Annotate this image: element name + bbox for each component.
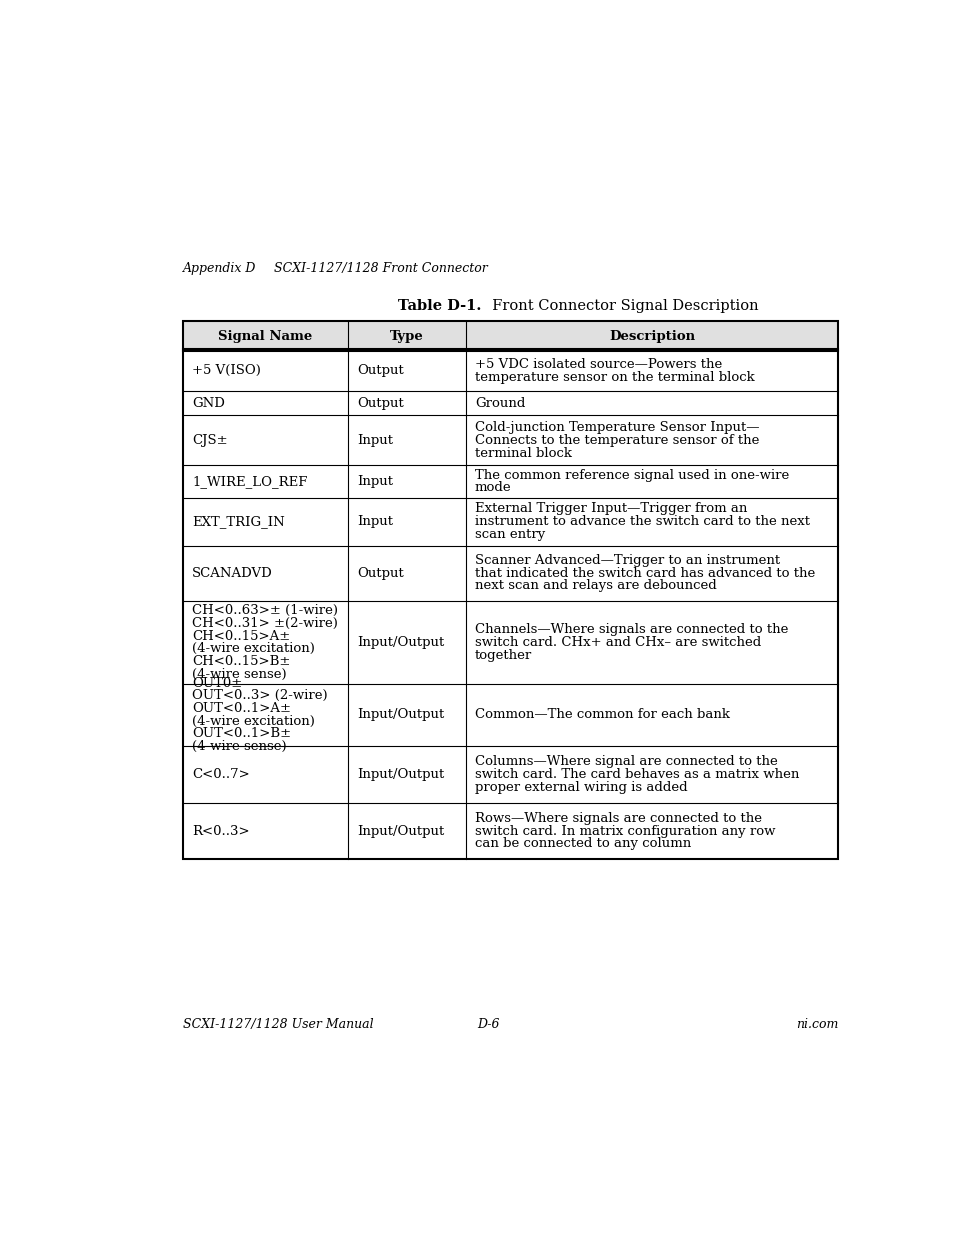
Text: Input/Output: Input/Output <box>356 768 444 781</box>
Text: terminal block: terminal block <box>475 447 572 459</box>
Text: SCXI-1127/1128 User Manual: SCXI-1127/1128 User Manual <box>183 1019 373 1031</box>
Text: (4-wire excitation): (4-wire excitation) <box>192 642 314 656</box>
Text: Output: Output <box>356 364 403 377</box>
Text: temperature sensor on the terminal block: temperature sensor on the terminal block <box>475 370 754 384</box>
Text: mode: mode <box>475 482 511 494</box>
Text: 1_WIRE_LO_REF: 1_WIRE_LO_REF <box>192 475 307 488</box>
Text: (4-wire sense): (4-wire sense) <box>192 668 287 680</box>
Text: together: together <box>475 648 532 662</box>
Text: Table D-1.: Table D-1. <box>397 299 480 314</box>
Text: Rows—Where signals are connected to the: Rows—Where signals are connected to the <box>475 811 761 825</box>
Text: ni.com: ni.com <box>795 1019 838 1031</box>
Text: R<0..3>: R<0..3> <box>192 825 250 837</box>
Text: OUT<0..1>B±: OUT<0..1>B± <box>192 727 291 741</box>
Text: CH<0..15>B±: CH<0..15>B± <box>192 655 290 668</box>
Text: proper external wiring is added: proper external wiring is added <box>475 781 687 794</box>
Text: Input: Input <box>356 475 393 488</box>
Text: Signal Name: Signal Name <box>218 330 313 342</box>
Text: D-6: D-6 <box>477 1019 499 1031</box>
Text: GND: GND <box>192 396 225 410</box>
Text: Description: Description <box>608 330 695 342</box>
Text: Scanner Advanced—Trigger to an instrument: Scanner Advanced—Trigger to an instrumen… <box>475 555 780 567</box>
Text: +5 VDC isolated source—Powers the: +5 VDC isolated source—Powers the <box>475 358 721 370</box>
Bar <box>183 321 838 858</box>
Text: OUT0±: OUT0± <box>192 677 242 689</box>
Text: OUT<0..3> (2-wire): OUT<0..3> (2-wire) <box>192 689 328 703</box>
Text: Input: Input <box>356 433 393 447</box>
Text: that indicated the switch card has advanced to the: that indicated the switch card has advan… <box>475 567 815 579</box>
Text: switch card. CHx+ and CHx– are switched: switch card. CHx+ and CHx– are switched <box>475 636 760 650</box>
Text: scan entry: scan entry <box>475 527 545 541</box>
Text: Common—The common for each bank: Common—The common for each bank <box>475 709 729 721</box>
Text: Connects to the temperature sensor of the: Connects to the temperature sensor of th… <box>475 433 759 447</box>
Text: next scan and relays are debounced: next scan and relays are debounced <box>475 579 716 593</box>
Text: +5 V(ISO): +5 V(ISO) <box>192 364 261 377</box>
Text: Cold-junction Temperature Sensor Input—: Cold-junction Temperature Sensor Input— <box>475 421 759 435</box>
Text: Input/Output: Input/Output <box>356 636 444 650</box>
Text: Input: Input <box>356 515 393 529</box>
Text: instrument to advance the switch card to the next: instrument to advance the switch card to… <box>475 515 809 529</box>
Text: (4-wire sense): (4-wire sense) <box>192 740 287 753</box>
Text: OUT<0..1>A±: OUT<0..1>A± <box>192 701 291 715</box>
Text: SCANADVD: SCANADVD <box>192 567 273 579</box>
Text: Type: Type <box>390 330 423 342</box>
Text: Columns—Where signal are connected to the: Columns—Where signal are connected to th… <box>475 756 777 768</box>
Text: External Trigger Input—Trigger from an: External Trigger Input—Trigger from an <box>475 503 746 515</box>
Text: Appendix D: Appendix D <box>183 262 256 275</box>
Text: CH<0..31> ±(2-wire): CH<0..31> ±(2-wire) <box>192 618 337 630</box>
Text: CH<0..15>A±: CH<0..15>A± <box>192 630 290 642</box>
Text: SCXI-1127/1128 Front Connector: SCXI-1127/1128 Front Connector <box>274 262 488 275</box>
Text: C<0..7>: C<0..7> <box>192 768 250 781</box>
Text: Input/Output: Input/Output <box>356 825 444 837</box>
Text: Output: Output <box>356 567 403 579</box>
Text: CJS±: CJS± <box>192 433 228 447</box>
Text: Ground: Ground <box>475 396 525 410</box>
Text: The common reference signal used in one-wire: The common reference signal used in one-… <box>475 469 788 482</box>
Text: Output: Output <box>356 396 403 410</box>
Text: EXT_TRIG_IN: EXT_TRIG_IN <box>192 515 285 529</box>
Text: (4-wire excitation): (4-wire excitation) <box>192 715 314 727</box>
Text: Front Connector Signal Description: Front Connector Signal Description <box>482 299 758 314</box>
Bar <box>183 321 838 351</box>
Text: Input/Output: Input/Output <box>356 709 444 721</box>
Text: Channels—Where signals are connected to the: Channels—Where signals are connected to … <box>475 624 787 636</box>
Text: switch card. The card behaves as a matrix when: switch card. The card behaves as a matri… <box>475 768 799 781</box>
Text: can be connected to any column: can be connected to any column <box>475 837 691 851</box>
Text: CH<0..63>± (1-wire): CH<0..63>± (1-wire) <box>192 604 337 618</box>
Text: switch card. In matrix configuration any row: switch card. In matrix configuration any… <box>475 825 775 837</box>
